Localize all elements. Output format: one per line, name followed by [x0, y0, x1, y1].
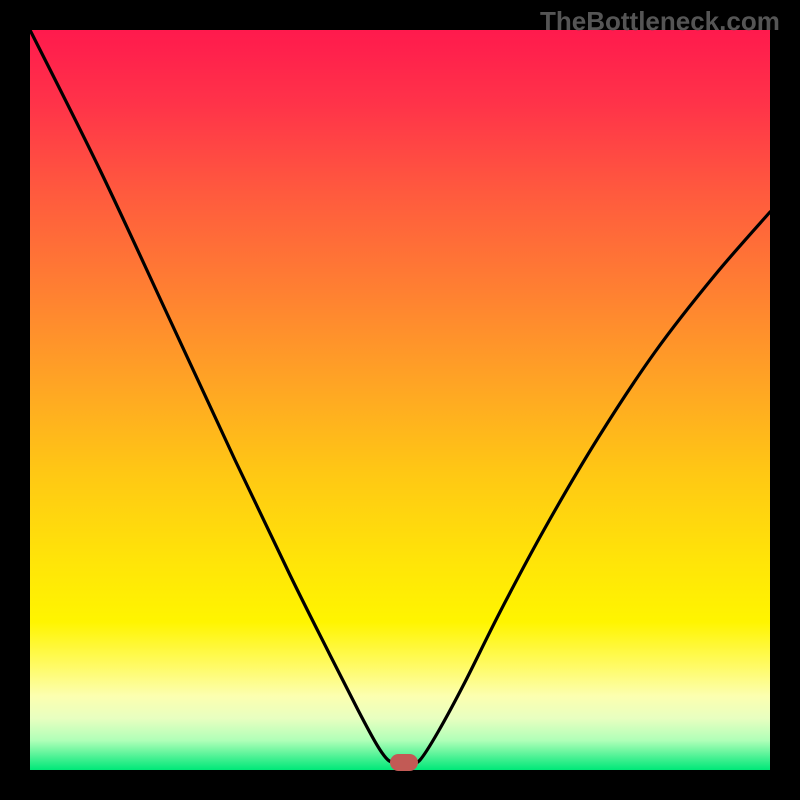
bottleneck-curve: [0, 0, 800, 800]
optimum-marker: [390, 754, 418, 771]
